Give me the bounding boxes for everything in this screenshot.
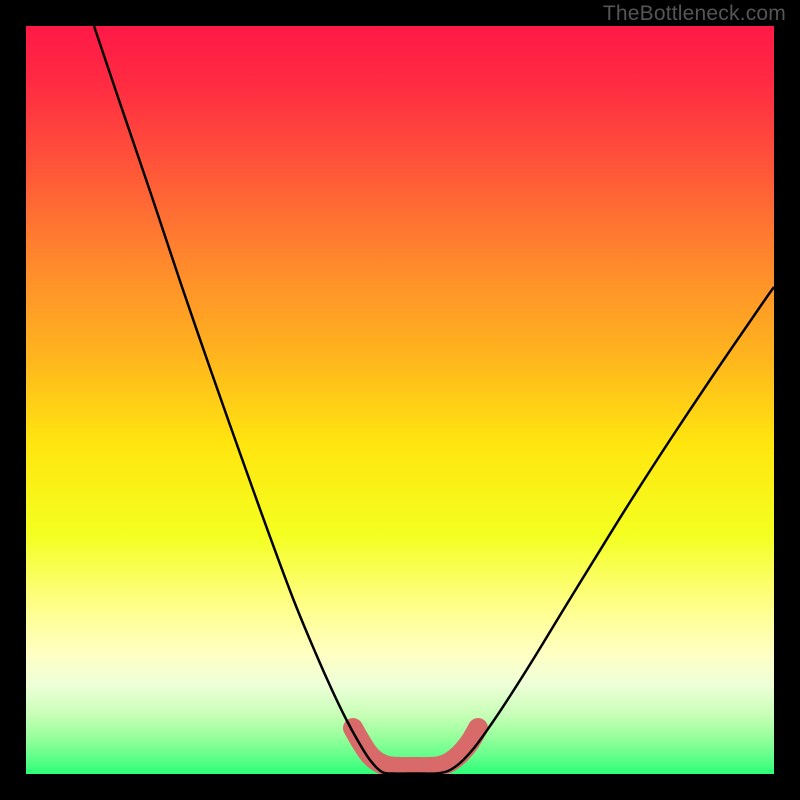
plot-background (26, 26, 774, 774)
watermark-text: TheBottleneck.com (603, 2, 786, 26)
chart-frame: TheBottleneck.com (0, 0, 800, 800)
bottleneck-chart (26, 26, 774, 774)
